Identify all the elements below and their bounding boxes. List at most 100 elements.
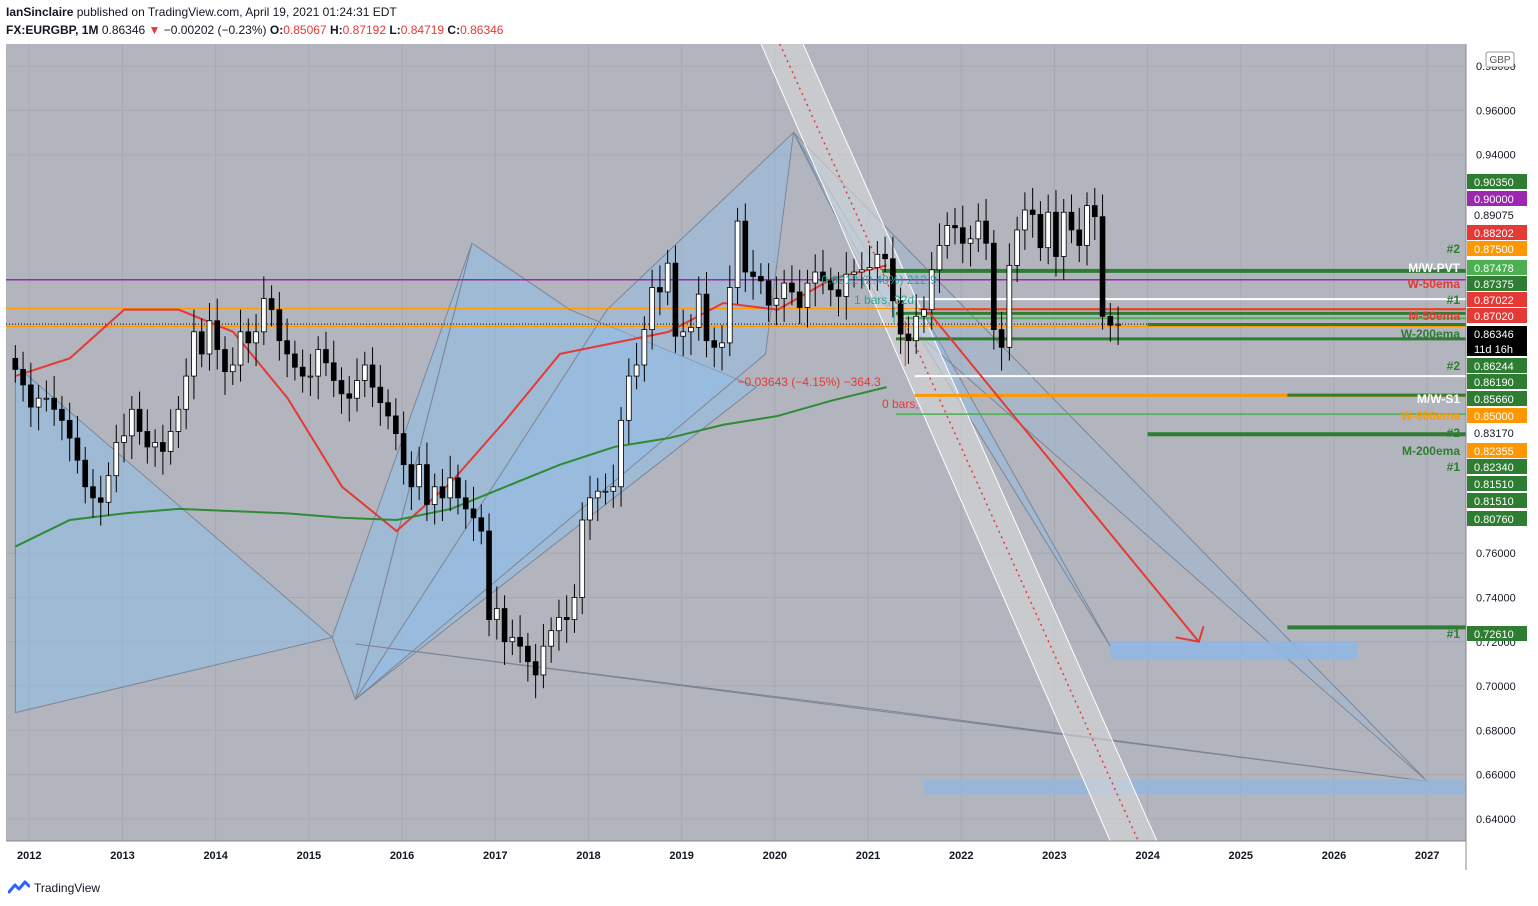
candle (455, 477, 461, 499)
candle (1037, 214, 1044, 249)
time-axis[interactable] (0, 841, 1466, 870)
candle (618, 419, 624, 488)
annotations: 0.0212 (2.48%) 212.9 1 bars, 32d −0.03643 … (738, 273, 1205, 643)
price-level-badge (1467, 374, 1527, 389)
candle (874, 253, 881, 269)
candle (812, 271, 819, 284)
y-tick-label: 0.64000 (1476, 814, 1516, 826)
chart-header: IanSinclaire published on TradingView.co… (0, 0, 1538, 44)
candle (921, 309, 927, 317)
candle (657, 287, 663, 293)
candle (726, 287, 733, 344)
candle (136, 408, 143, 432)
candle (354, 380, 360, 399)
candle (206, 320, 213, 355)
candle (1076, 229, 1083, 246)
tradingview-logo[interactable]: TradingView (8, 880, 100, 896)
candle (470, 508, 477, 519)
price-level-label: W-50ema (1408, 277, 1461, 291)
harmonic-patterns (14, 44, 1484, 842)
price-level-value: 0.80760 (1474, 514, 1514, 526)
ema-line-200 (14, 386, 887, 548)
pattern-lower-wedge (355, 643, 1428, 782)
candle (664, 262, 671, 293)
candle (431, 486, 438, 505)
candle (105, 475, 112, 503)
plot-area[interactable] (6, 44, 1466, 841)
price-chart[interactable]: 0.0212 (2.48%) 212.9 1 bars, 32d −0.03643 … (0, 44, 1538, 870)
price-level-label: M-50ema (1409, 309, 1461, 323)
currency-badge[interactable] (1485, 51, 1515, 68)
open-value: 0.85067 (283, 23, 327, 37)
candle (198, 331, 205, 355)
symbol-label[interactable]: FX:EURGBP, 1M (6, 23, 99, 37)
candle (983, 220, 989, 244)
candle (765, 280, 772, 306)
price-level-value: 0.85000 (1474, 411, 1514, 423)
candle (890, 258, 896, 302)
measure-annotation: 0.0212 (2.48%) 212.9 (821, 273, 937, 287)
candle (494, 608, 500, 621)
candle (1014, 229, 1020, 266)
candle (424, 464, 430, 505)
candle (245, 331, 252, 344)
candle (796, 291, 803, 308)
candle (1029, 209, 1036, 215)
close-value: 0.86346 (460, 23, 504, 37)
candle (851, 271, 857, 275)
price-level-value: 0.72610 (1474, 629, 1514, 641)
countdown-label: 11d 16h (1474, 344, 1513, 356)
candle (276, 309, 283, 342)
candle (882, 253, 888, 260)
footer: TradingView (0, 870, 1538, 906)
price-level-badge (1467, 174, 1527, 189)
candle (594, 490, 601, 499)
candle (804, 282, 811, 308)
candle (688, 326, 694, 333)
candle (1045, 211, 1051, 249)
candle (641, 329, 648, 366)
price-level-badge (1467, 308, 1527, 323)
candle (532, 661, 539, 676)
price-level-label: W-800ema (1401, 409, 1460, 423)
y-tick-label: 0.66000 (1476, 770, 1516, 782)
candle (905, 333, 912, 342)
measure-annotation: 1 bars, 32d (854, 293, 914, 307)
currency-label: GBP (1489, 55, 1510, 66)
candle (897, 300, 904, 335)
price-level-badge (1467, 191, 1527, 206)
candle (214, 320, 221, 350)
pattern-xa-left (14, 363, 334, 714)
price-level-label: #1 (1447, 627, 1461, 641)
candle (292, 353, 298, 368)
candle (1060, 211, 1067, 257)
price-level-badge (1467, 225, 1527, 240)
price-level-value: 0.87375 (1474, 279, 1514, 291)
target-zone-2 (923, 779, 1484, 795)
candle (486, 530, 492, 621)
high-label: H: (329, 23, 343, 37)
y-tick-label: 0.74000 (1476, 592, 1516, 604)
price-level-value: 0.90000 (1474, 194, 1514, 206)
candle (121, 435, 127, 443)
x-tick-label: 2021 (856, 850, 880, 862)
candle (129, 408, 135, 437)
publisher-name[interactable]: IanSinclaire (6, 5, 74, 19)
price-level-label: M/W-PVT (1408, 261, 1460, 275)
price-level-badge (1467, 292, 1527, 307)
price-level-badge (1467, 241, 1527, 256)
candle (447, 477, 454, 499)
candle (579, 519, 586, 598)
price-level-label: #1 (1447, 460, 1461, 474)
price-level-badge (1467, 358, 1527, 373)
candle (975, 220, 982, 240)
price-level-badge (1467, 207, 1527, 222)
candle (330, 362, 337, 381)
candle (97, 497, 104, 503)
x-tick-label: 2019 (669, 850, 693, 862)
x-tick-label: 2015 (297, 850, 321, 862)
price-level-labels: 0.90350 0.90000 0.89075 0.88202 0.87500 #2 0.8… (1401, 174, 1527, 641)
price-level-label: M-200ema (1402, 444, 1460, 458)
open-label: O: (269, 23, 284, 37)
candle (827, 280, 834, 291)
